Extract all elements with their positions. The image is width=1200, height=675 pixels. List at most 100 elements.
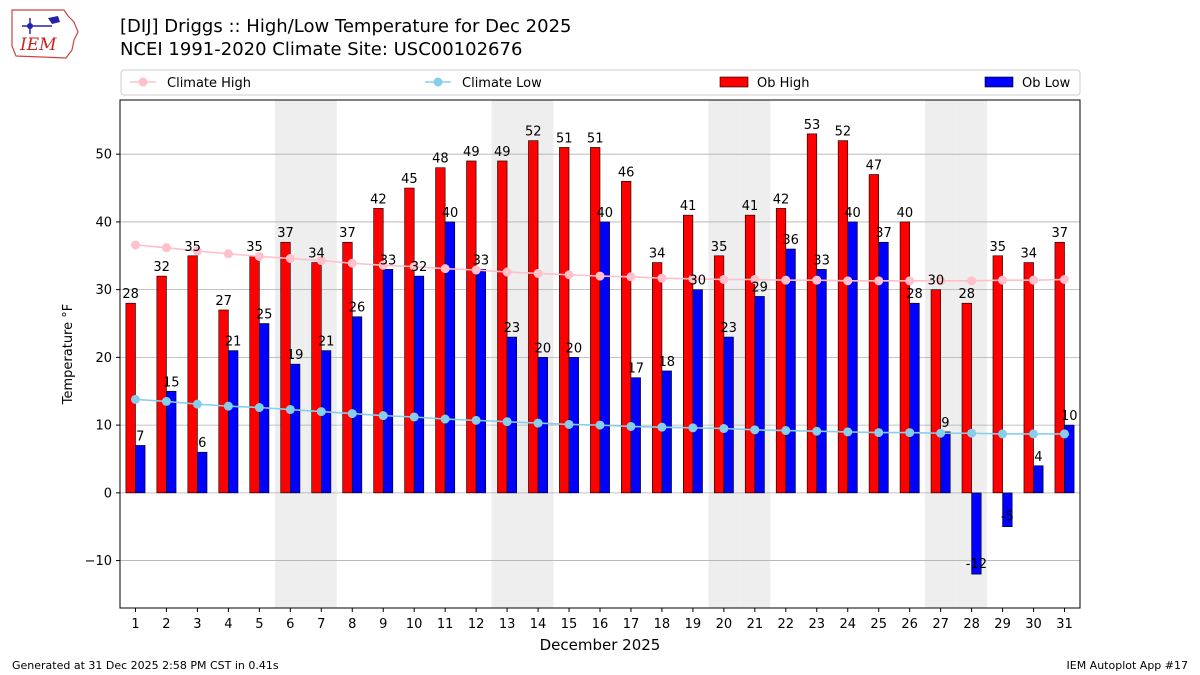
ob-low-label: 36 xyxy=(782,233,799,248)
ob-low-bar xyxy=(630,377,641,494)
x-tick-label: 29 xyxy=(994,617,1011,632)
ob-high-label: 34 xyxy=(308,247,325,262)
climate-high-point xyxy=(564,270,574,280)
ob-low-label: 17 xyxy=(627,362,644,377)
x-tick-label: 24 xyxy=(839,617,856,632)
x-tick-label: 18 xyxy=(654,617,671,632)
ob-high-bar xyxy=(868,174,880,494)
ob-low-bar xyxy=(320,350,332,494)
x-tick-label: 3 xyxy=(193,617,201,632)
ob-high-label: 40 xyxy=(897,206,914,221)
ob-low-label: 23 xyxy=(504,321,521,336)
ob-low-bar xyxy=(847,221,858,494)
ob-low-bar xyxy=(1033,465,1044,494)
ob-high-bar xyxy=(683,214,694,494)
ob-low-bar xyxy=(1064,424,1075,494)
ob-low-label: 20 xyxy=(535,341,552,356)
x-tick-label: 17 xyxy=(623,617,640,632)
ob-high-bar xyxy=(280,241,291,494)
ob-high-label: 34 xyxy=(1020,247,1037,262)
ob-low-label: 28 xyxy=(906,287,923,302)
climate-low-point xyxy=(347,409,357,419)
climate-high-point xyxy=(874,276,884,286)
climate-high-point xyxy=(1060,274,1070,284)
ob-high-label: 37 xyxy=(1051,226,1068,241)
climate-low-point xyxy=(471,415,481,425)
chart-subtitle: NCEI 1991-2020 Climate Site: USC00102676 xyxy=(120,39,523,60)
climate-high-point xyxy=(378,260,388,270)
climate-high-point xyxy=(688,274,698,284)
climate-low-point xyxy=(502,417,512,427)
ob-low-bar xyxy=(166,390,177,494)
x-tick-label: 12 xyxy=(468,617,485,632)
ob-low-label: 40 xyxy=(597,206,614,221)
climate-low-point xyxy=(130,394,140,404)
climate-high-point xyxy=(998,275,1008,285)
ob-low-bar xyxy=(228,350,239,494)
ob-low-label: 26 xyxy=(349,301,366,316)
ob-high-label: 52 xyxy=(835,125,852,140)
ob-high-label: 53 xyxy=(804,118,821,133)
ob-low-label: 21 xyxy=(225,335,242,350)
iem-logo: IEM xyxy=(11,9,79,59)
ob-high-bar xyxy=(311,262,322,494)
climate-low-point xyxy=(409,412,419,422)
ob-low-bar xyxy=(1002,492,1013,528)
ob-high-label: 42 xyxy=(773,192,790,207)
climate-high-point xyxy=(905,276,915,286)
ob-high-label: 41 xyxy=(680,199,697,214)
climate-high-point xyxy=(254,251,264,261)
ob-high-label: 48 xyxy=(432,152,449,167)
chart-title: [DIJ] Driggs :: High/Low Temperature for… xyxy=(120,16,572,37)
y-tick-label: 0 xyxy=(104,486,112,501)
x-tick-label: 31 xyxy=(1056,617,1073,632)
ob-high-bar xyxy=(249,255,260,494)
ob-high-bar xyxy=(806,133,818,494)
ob-high-label: 42 xyxy=(370,192,387,207)
ob-high-label: 41 xyxy=(742,199,759,214)
climate-low-point xyxy=(967,428,977,438)
ob-low-bar xyxy=(971,492,982,575)
ob-high-bar xyxy=(528,140,539,494)
climate-low-point xyxy=(998,429,1008,439)
climate-high-point xyxy=(595,271,605,281)
ob-high-bar xyxy=(837,140,849,494)
y-tick-label: 20 xyxy=(95,351,112,366)
ob-low-bar xyxy=(444,221,456,494)
ob-high-label: 51 xyxy=(587,131,604,146)
climate-low-point xyxy=(688,423,698,433)
climate-high-point xyxy=(316,256,326,266)
x-tick-label: 26 xyxy=(901,617,918,632)
climate-high-point xyxy=(409,262,419,272)
climate-high-point xyxy=(285,253,295,263)
ob-high-bar xyxy=(713,255,725,494)
ob-low-label: 20 xyxy=(566,341,583,356)
ob-low-label: 32 xyxy=(411,260,428,275)
x-tick-label: 13 xyxy=(499,617,516,632)
ob-high-bar xyxy=(1054,241,1065,494)
legend-swatch-marker xyxy=(138,77,148,87)
ob-low-label: 7 xyxy=(136,429,144,444)
climate-low-point xyxy=(750,425,760,435)
ob-low-bar xyxy=(599,221,610,494)
ob-high-label: 35 xyxy=(246,240,263,255)
climate-high-point xyxy=(347,258,357,268)
y-tick-label: 30 xyxy=(95,283,112,298)
x-tick-label: 16 xyxy=(592,617,609,632)
climate-low-point xyxy=(223,401,233,411)
ob-low-label: -12 xyxy=(966,557,987,572)
x-tick-label: 23 xyxy=(809,617,826,632)
ob-high-label: 45 xyxy=(401,172,418,187)
climate-high-point xyxy=(223,249,233,259)
ob-high-bar xyxy=(621,180,632,494)
ob-low-label: 19 xyxy=(287,348,304,363)
ob-high-label: 51 xyxy=(556,131,573,146)
ob-high-bar xyxy=(775,208,787,494)
x-tick-label: 1 xyxy=(131,617,139,632)
ob-low-label: 10 xyxy=(1061,409,1078,424)
ob-low-label: 29 xyxy=(751,280,768,295)
ob-high-bar xyxy=(342,241,353,494)
climate-low-point xyxy=(533,418,543,428)
climate-low-point xyxy=(192,399,202,409)
x-tick-label: 20 xyxy=(716,617,733,632)
